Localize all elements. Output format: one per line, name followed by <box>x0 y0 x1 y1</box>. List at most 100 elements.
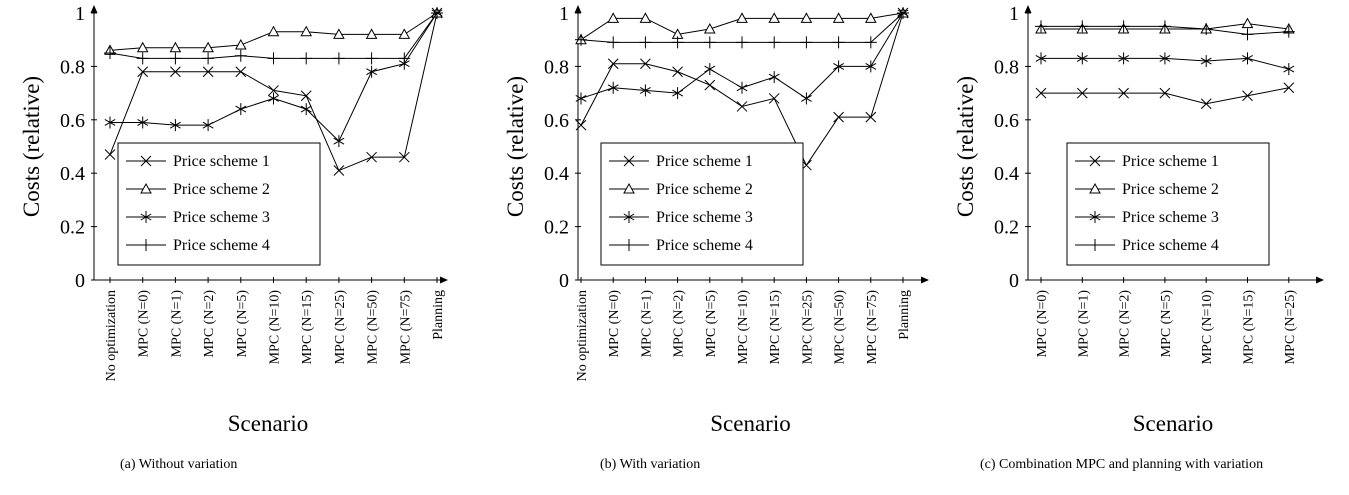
chart-2-x-tick-label: MPC (N=50) <box>833 290 848 365</box>
chart-3-y-tick-label: 0.6 <box>994 110 1019 132</box>
chart-2-series-2-point <box>768 12 781 23</box>
chart-2-series-2-point <box>832 12 845 23</box>
chart-1-x-tick-label: MPC (N=10) <box>268 290 283 365</box>
chart-1-y-tick-label: 0.8 <box>60 56 85 78</box>
chart-1-x-tick-label: Planning <box>431 290 446 340</box>
chart-1-x-tick-label: MPC (N=25) <box>333 290 348 365</box>
chart-2-series-4-point <box>703 36 716 49</box>
chart-3-series-3-point <box>1035 52 1047 65</box>
chart-1-legend-label: Price scheme 4 <box>173 237 270 254</box>
chart-2-series-4-point <box>736 36 748 49</box>
chart-1-series-3-point <box>104 116 116 129</box>
chart-1-x-tick-label: MPC (N=2) <box>202 290 217 358</box>
chart-3-series-4-point <box>1241 28 1254 41</box>
chart-1-series-2-point <box>234 39 247 50</box>
chart-1-series-1-point <box>398 151 410 163</box>
chart-2-x-tick-label: MPC (N=5) <box>704 290 719 358</box>
chart-3-y-tick-label: 0.2 <box>994 217 1019 239</box>
chart-2-series-4-point <box>575 33 587 46</box>
chart-3-series-4-point <box>1117 20 1130 33</box>
chart-3-series-1-point <box>1200 98 1212 110</box>
chart-2-series-3-point <box>800 92 812 105</box>
chart-1-series-1-point <box>333 165 345 176</box>
chart-1-x-tick-label: MPC (N=5) <box>235 290 250 358</box>
chart-1-x-tick-label: MPC (N=0) <box>137 290 152 358</box>
chart-1-series-1-point <box>104 149 116 160</box>
chart-2-series-2-point <box>800 12 813 23</box>
chart-2-series-4-point <box>768 36 781 49</box>
chart-1-y-axis-arrow <box>90 5 98 13</box>
chart-2-series-2-point <box>736 12 748 23</box>
chart-2-legend-label: Price scheme 2 <box>656 181 753 198</box>
chart-3-series-3-point <box>1159 52 1171 65</box>
chart-2-legend-marker <box>623 155 635 167</box>
chart-1-series-4-point <box>300 52 313 65</box>
chart-3-series-4-point <box>1200 23 1213 36</box>
chart-2-legend-label: Price scheme 3 <box>656 209 753 226</box>
chart-3-legend-marker <box>1089 182 1101 194</box>
chart-2-series-3-point <box>736 81 748 94</box>
chart-1-series-3-point <box>169 119 181 132</box>
chart-2-x-tick-label: MPC (N=75) <box>865 290 880 365</box>
chart-3-series-1-point <box>1242 90 1253 102</box>
chart-2-y-tick-label: 0.2 <box>544 217 569 239</box>
chart-1-y-axis-title: Costs (relative) <box>19 76 44 217</box>
chart-3-legend-label: Price scheme 4 <box>1122 237 1219 254</box>
chart-1-series-1-point <box>137 66 149 78</box>
chart-2-x-axis-title: Scenario <box>710 411 790 436</box>
chart-3-series-1-point <box>1159 87 1171 99</box>
chart-1-series-4-point <box>332 52 345 65</box>
chart-2-series-1-point <box>640 58 651 70</box>
chart-1-series-4-point <box>202 52 215 65</box>
chart-3-series-3-point <box>1242 52 1253 65</box>
chart-3-x-tick-label: MPC (N=15) <box>1242 290 1257 365</box>
chart-1-y-tick-label: 0.6 <box>60 110 85 132</box>
chart-1-series-3-point <box>235 103 247 116</box>
chart-2-x-tick-label: MPC (N=15) <box>768 290 783 365</box>
chart-1-series-4-point <box>431 7 443 19</box>
chart-1: 0 0.2 0.4 0.6 0.8 1 No optimization MPC (N=0) MP… <box>19 3 448 436</box>
chart-2: 0 0.2 0.4 0.6 0.8 1 No optimization MPC (N=0) MP… <box>503 3 929 436</box>
chart-1-series-2-point <box>202 41 214 53</box>
chart-3-series-1-point <box>1035 87 1047 99</box>
chart-1-legend-marker <box>140 211 152 223</box>
chart-3-legend-marker <box>1089 239 1101 251</box>
chart-1-series-3-point <box>300 103 312 116</box>
chart-2-x-tick-label: MPC (N=2) <box>672 290 687 358</box>
chart-2-y-axis-title: Costs (relative) <box>503 76 528 217</box>
chart-2-series-1-point <box>575 119 587 131</box>
chart-1-series-1-point <box>170 66 181 78</box>
chart-1-series-3-point <box>202 119 214 132</box>
chart-2-legend-marker <box>623 239 635 251</box>
chart-1-series-2-point <box>169 41 182 53</box>
chart-2-series-4-point <box>897 7 909 19</box>
chart-2-y-tick-label: 0.4 <box>544 163 569 185</box>
chart-3-x-tick-label: MPC (N=25) <box>1283 290 1298 365</box>
chart-2-series-2-point <box>639 12 652 23</box>
chart-3-series-3-point <box>1283 63 1295 76</box>
chart-2-series-4-point <box>832 36 845 49</box>
chart-2-y-tick-label: 0 <box>559 270 569 292</box>
chart-3-series-1-point <box>1076 87 1088 99</box>
chart-3-legend: Price scheme 1 Price scheme 2 Price scheme… <box>1066 142 1270 266</box>
chart-1-x-axis-arrow <box>440 276 448 284</box>
chart-3-x-axis-title: Scenario <box>1133 411 1213 436</box>
chart-1-series-2-point <box>333 28 345 39</box>
chart-2-series-2-point <box>703 22 716 34</box>
chart-1-series-1-point <box>202 66 214 78</box>
chart-1-series-4-point <box>365 52 378 65</box>
chart-1-x-axis-title: Scenario <box>228 411 308 436</box>
chart-3-x-tick-label: MPC (N=5) <box>1159 290 1174 358</box>
chart-1-x-tick-label: MPC (N=15) <box>300 290 315 365</box>
chart-3-legend-label: Price scheme 1 <box>1122 153 1219 170</box>
chart-2-y-tick-label: 0.6 <box>544 110 569 132</box>
chart-3-y-axis-title: Costs (relative) <box>953 76 978 217</box>
chart-2-y-tick-label: 0.8 <box>544 56 569 78</box>
chart-2-series-1-point <box>833 111 844 123</box>
chart-1-series-1-point <box>300 90 312 102</box>
chart-2-series-1-point <box>865 111 877 123</box>
chart-1-series-2-point <box>398 28 411 39</box>
chart-1-series-4-point <box>398 52 411 65</box>
chart-3-series-4-point <box>1282 25 1295 38</box>
